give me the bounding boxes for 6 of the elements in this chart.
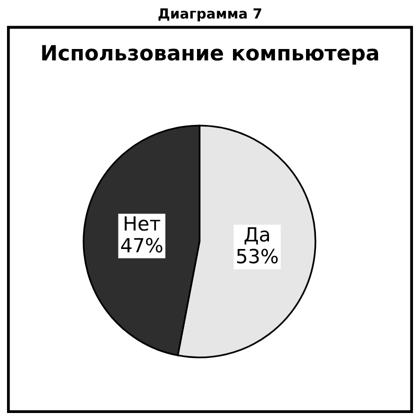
slice-label: Да [244,227,269,244]
data-label: 47% [121,238,162,253]
chart-title: Диаграмма 7 [158,8,262,22]
chart-subtitle: Использование компьютера [42,45,378,65]
data-label: 53% [237,248,278,264]
slice-label: Нет [124,216,160,231]
